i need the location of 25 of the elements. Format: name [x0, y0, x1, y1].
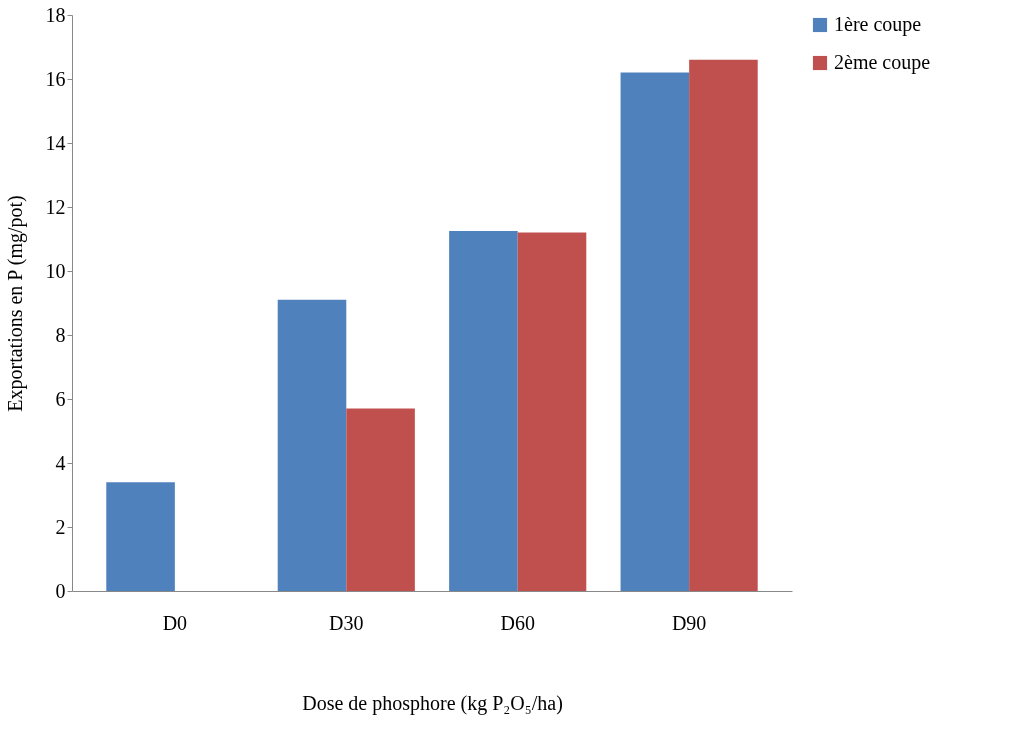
x-tick-label: D90	[671, 611, 707, 634]
bar	[449, 231, 518, 591]
y-tick-label: 4	[55, 451, 66, 474]
y-tick-label: 2	[55, 515, 66, 538]
y-tick-label: 8	[55, 323, 66, 346]
legend-label: 1ère coupe	[834, 13, 922, 36]
y-tick-label: 10	[45, 259, 66, 282]
bar	[620, 72, 690, 591]
y-tick-label: 0	[55, 579, 66, 602]
bar	[106, 482, 175, 591]
bar	[346, 408, 415, 591]
x-tick-label: D30	[329, 611, 364, 634]
y-axis-title: Exportations en P (mg/pot)	[3, 195, 27, 412]
x-axis-title: Dose de phosphore (kg P₂O₅/ha)	[302, 691, 563, 715]
x-tick-label: D60	[500, 611, 535, 634]
y-tick-label: 16	[45, 67, 66, 90]
y-tick-label: 18	[45, 3, 66, 26]
x-tick-label: D0	[162, 611, 188, 634]
y-tick-label: 14	[45, 131, 66, 154]
bar	[277, 299, 347, 591]
bar	[517, 232, 587, 591]
legend-label: 2ème coupe	[834, 51, 931, 74]
bar	[689, 59, 758, 591]
y-tick-label: 12	[45, 195, 66, 218]
y-tick-label: 6	[55, 387, 66, 410]
